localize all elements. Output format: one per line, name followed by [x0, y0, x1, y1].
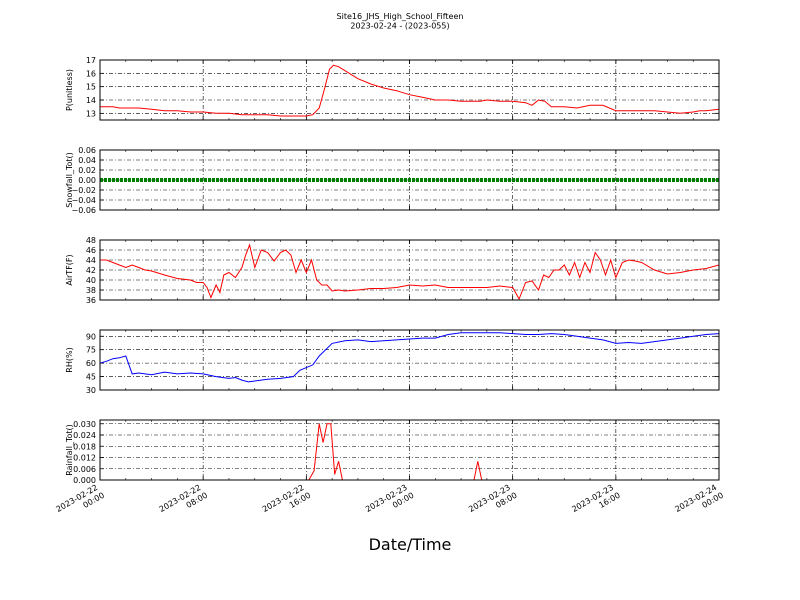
x-tick-label-6: 2023-02-2400:00: [673, 482, 725, 523]
panel-5: 0.000 0.006 0.012 0.018 0.024 0.030Rainfall_T…: [65, 419, 720, 485]
panel-4-ytick-label-2: 60: [86, 359, 96, 368]
figure-title-line1: Site16_JHS_High_School_Fifteen: [337, 12, 464, 21]
panel-4-frame: [99, 329, 720, 391]
panel-3-ytick-label-2: 40: [86, 276, 96, 285]
panel-4-series-line: [100, 332, 719, 383]
panel-3-ytick-label-4: 44: [86, 256, 96, 265]
x-tick-label-3: 2023-02-2300:00: [364, 482, 416, 523]
panel-2-ylabel: Snowfall_Tot(): [65, 152, 74, 208]
panel-5-ytick-label-2: 0.012: [73, 454, 96, 463]
panel-2: −0.06−0.04−0.020.000.020.040.06 Snowfall_…: [65, 146, 720, 215]
panel-2-ytick-label-5: 0.04: [78, 156, 96, 165]
panel-2-ytick-label-3: 0.00: [78, 176, 96, 185]
panel-3-ytick-label-5: 46: [86, 246, 96, 255]
panel-1-ytick-label-3: 16: [86, 69, 96, 78]
panel-3-ytick-label-3: 42: [86, 266, 96, 275]
panel-3-ytick-label-6: 48: [86, 236, 96, 245]
panel-4-ytick-label-4: 90: [86, 332, 96, 341]
panel-1-series-line: [100, 64, 719, 117]
panel-1-ytick-label-2: 15: [86, 83, 96, 92]
panel-4-ytick-label-1: 45: [86, 373, 96, 382]
panel-3-ytick-label-0: 36: [86, 296, 96, 305]
figure-title-line2: 2023-02-24 - (2023-055): [350, 22, 449, 31]
panel-5-ytick-label-0: 0.000: [73, 476, 96, 485]
panel-3-series-line: [100, 243, 719, 300]
panel-5-series-line: [100, 423, 719, 480]
panel-5-frame: [99, 419, 720, 481]
panel-4-ylabel: RH(%): [65, 347, 74, 372]
panel-2-ytick-label-2: −0.02: [71, 186, 96, 195]
panels-group: 1314151617P(unitless)−0.06−0.04−0.020.00…: [65, 56, 720, 485]
panel-2-ytick-label-1: −0.04: [71, 196, 96, 205]
panel-1-ylabel: P(unitless): [65, 69, 74, 111]
panel-5-ytick-label-1: 0.006: [73, 465, 96, 474]
panel-3-frame: [99, 239, 720, 301]
panel-3-ytick-label-1: 38: [86, 286, 96, 295]
panel-4-ytick-label-0: 30: [86, 386, 96, 395]
x-axis-label: Date/Time: [369, 535, 452, 554]
panel-3-ylabel: AirTF(F): [65, 254, 74, 285]
panel-1-frame: [99, 59, 720, 121]
panel-1-ytick-label-4: 17: [86, 56, 96, 65]
panel-2-ytick-label-4: 0.02: [78, 166, 96, 175]
panel-2-ytick-label-6: 0.06: [78, 146, 96, 155]
panel-4-ytick-label-3: 75: [86, 346, 96, 355]
panel-2-frame: [99, 149, 720, 211]
panel-4: 30 45 60 75 90 RH(%): [65, 329, 720, 395]
panel-1-ytick-label-0: 13: [86, 109, 96, 118]
panel-5-ytick-label-3: 0.018: [73, 442, 96, 451]
panel-2-ytick-label-0: −0.06: [71, 206, 96, 215]
panel-5-ytick-label-4: 0.024: [73, 431, 96, 440]
x-tick-label-5: 2023-02-2316:00: [570, 482, 622, 523]
panel-1-ytick-label-1: 14: [86, 96, 96, 105]
x-tick-label-1: 2023-02-2208:00: [158, 482, 210, 523]
panel-5-ytick-label-5: 0.030: [73, 420, 96, 429]
panel-5-ylabel: Rainfall_Tot(): [65, 424, 74, 476]
panel-1: 13 14 15 16 17 P(unitless): [65, 56, 720, 121]
x-axis-ticks: 2023-02-2200:00 2023-02-2208:00 2023-02-22…: [54, 482, 725, 523]
x-tick-label-2: 2023-02-2216:00: [261, 482, 313, 523]
x-tick-label-4: 2023-02-2308:00: [467, 482, 519, 523]
x-tick-label-0: 2023-02-2200:00: [54, 482, 106, 523]
